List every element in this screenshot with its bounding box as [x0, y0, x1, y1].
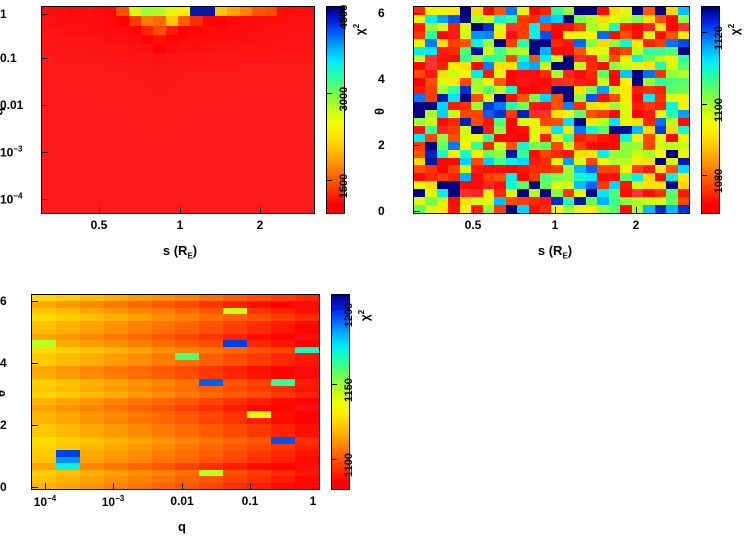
panel-3-xtick-2: 0.01 [170, 494, 194, 508]
panel-1-ytickmark [41, 152, 48, 153]
panel-2-y-axis-label: θ [372, 107, 388, 116]
panel-1-ytick-3: 10−3 [0, 144, 23, 160]
panel-2-colorbar [701, 6, 720, 214]
panel-3-colorbar-label-0: 1100 [343, 453, 355, 477]
panel-2-xtick-2: 2 [632, 218, 640, 232]
panel-1-colorbar-tick [326, 11, 332, 12]
panel-1-xtick-2: 2 [256, 218, 264, 232]
panel-3-ytick-3: 6 [0, 294, 7, 308]
panel-2-ytick-1: 2 [378, 138, 385, 152]
panel-2-x-axis-label: s (RE) [537, 243, 573, 261]
panel-2-ytickmark [413, 79, 420, 80]
panel-3-ytickmark [31, 487, 38, 488]
panel-3-ytick-2: 4 [0, 356, 7, 370]
panel-2-heatmap [414, 7, 689, 213]
panel-1-colorbar [326, 6, 345, 214]
panel-1-xtickmark [99, 207, 100, 214]
panel-1-ytickmark [41, 14, 48, 15]
panel-2-xtick-1: 1 [551, 218, 559, 232]
panel-1-colorbar-title: χ2 [352, 23, 367, 36]
panel-3-colorbar-label-2: 1200 [343, 302, 355, 328]
panel-2: 0 2 4 6 θ 0.5 1 2 s (RE) 1080 1100 1120 … [372, 0, 754, 268]
panel-2-ytickmark [413, 145, 420, 146]
panel-3-colorbar [331, 294, 350, 490]
panel-3-ytickmark [31, 301, 38, 302]
panel-2-colorbar-tick [701, 175, 707, 176]
panel-3-y-axis-label: θ [0, 390, 8, 397]
panel-2-colorbar-label-2: 1120 [713, 26, 725, 50]
panel-1-ytick-4: 10−4 [0, 191, 23, 207]
panel-2-ytickmark [413, 211, 420, 212]
panel-3-x-axis-label: q [178, 519, 186, 534]
panel-3-xtickmark [250, 483, 251, 490]
panel-1-colorbar-tick [326, 180, 332, 181]
panel-2-colorbar-tick [701, 32, 707, 33]
panel-2-plot-area [413, 6, 690, 214]
panel-1-heatmap [42, 7, 314, 213]
panel-3-xtickmark [45, 483, 46, 490]
panel-3-xtickmark [182, 483, 183, 490]
panel-1-ytickmark [41, 58, 48, 59]
panel-2-xtickmark [473, 207, 474, 214]
panel-2-xtick-0: 0.5 [464, 218, 482, 232]
panel-2-ytick-2: 4 [378, 72, 385, 86]
panel-2-ytick-3: 6 [378, 6, 385, 20]
panel-1-y-axis-label: q [0, 108, 5, 116]
panel-1-ytick-2: 0.01 [0, 98, 24, 112]
panel-1-colorbar-label-1: 3000 [338, 86, 350, 112]
panel-3-heatmap [32, 295, 319, 489]
panel-3-xtick-1: 10−3 [101, 494, 125, 509]
panel-3-colorbar-tick [331, 384, 337, 385]
panel-1-xtick-0: 0.5 [90, 218, 108, 232]
panel-1-xtick-1: 1 [176, 218, 184, 232]
panel-1-ytick-1: 0.1 [0, 51, 17, 65]
panel-2-colorbar-label-0: 1080 [713, 168, 725, 194]
panel-3-xtickmark [113, 483, 114, 490]
panel-3: 0 2 4 6 θ 10−4 10−3 0.01 0.1 1 q 1100 11… [0, 288, 380, 542]
panel-1-colorbar-label-0: 1500 [338, 173, 350, 199]
panel-1-xtickmark [260, 207, 261, 214]
panel-2-xtickmark [555, 207, 556, 214]
panel-1-ytick-0: 1 [0, 7, 7, 21]
panel-1-x-axis-label: s (RE) [162, 243, 198, 261]
panel-1-ytickmark [41, 105, 48, 106]
panel-3-ytickmark [31, 363, 38, 364]
panel-1-ytickmark [41, 199, 48, 200]
panel-1-xtickmark [180, 207, 181, 214]
panel-1: 1 0.1 0.01 10−3 10−4 q 0.5 1 2 s (RE) 15… [0, 0, 380, 268]
panel-3-xtick-0: 10−4 [33, 494, 57, 509]
panel-2-colorbar-tick [701, 104, 707, 105]
panel-2-colorbar-title: χ2 [727, 23, 742, 36]
panel-3-plot-area [31, 294, 320, 490]
panel-3-ytick-0: 0 [0, 480, 7, 494]
panel-2-xtickmark [636, 207, 637, 214]
panel-3-ytick-1: 2 [0, 418, 7, 432]
panel-3-xtick-4: 1 [309, 494, 317, 508]
panel-2-ytickmark [413, 13, 420, 14]
panel-2-ytick-0: 0 [378, 204, 385, 218]
panel-3-ytickmark [31, 425, 38, 426]
panel-3-colorbar-label-1: 1150 [343, 378, 355, 402]
panel-3-colorbar-title: χ2 [357, 309, 372, 322]
panel-3-xtick-3: 0.1 [241, 494, 259, 508]
panel-3-xtickmark [313, 483, 314, 490]
panel-2-colorbar-label-1: 1100 [713, 98, 725, 122]
panel-1-plot-area [41, 6, 315, 214]
panel-3-colorbar-tick [331, 459, 337, 460]
panel-3-colorbar-tick [331, 309, 337, 310]
panel-1-colorbar-tick [326, 93, 332, 94]
panel-1-colorbar-label-2: 4500 [338, 4, 350, 30]
